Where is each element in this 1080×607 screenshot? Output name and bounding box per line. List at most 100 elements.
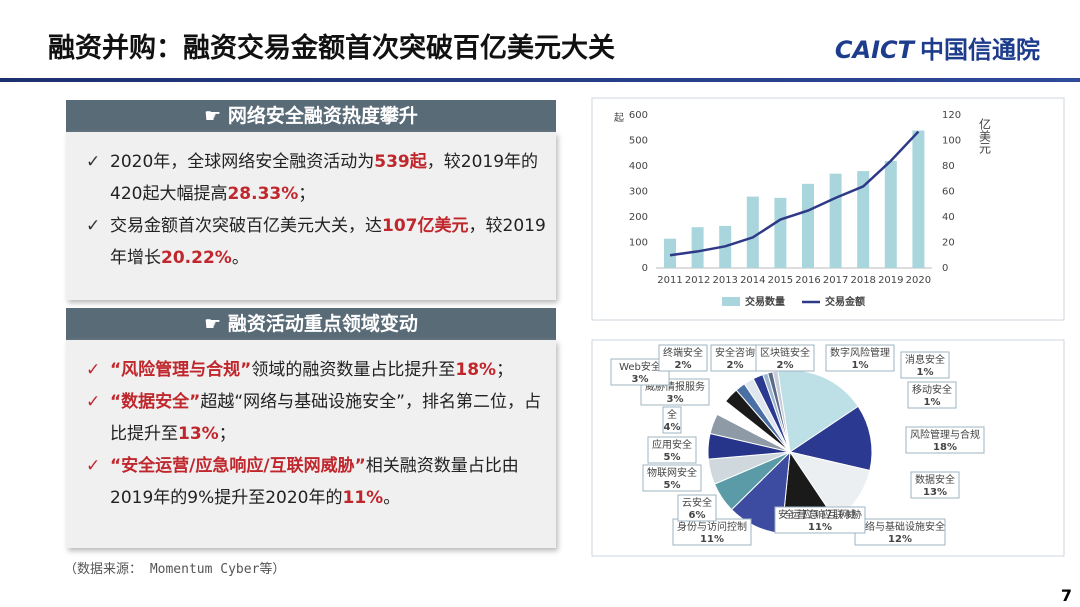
y2-tick-label: 40 [942, 212, 955, 223]
bullet: “风险管理与合规”领域的融资数量占比提升至18%； [86, 354, 546, 386]
pie-label-box [610, 358, 670, 386]
pie-label-value: 11% [700, 534, 724, 545]
y2-tick-label: 80 [942, 161, 955, 172]
y2-tick-label: 60 [942, 187, 955, 198]
pie-slice [788, 405, 873, 472]
highlight-text: 20.22% [161, 248, 232, 268]
y2-tick-label: 0 [942, 263, 948, 274]
pie-label-value: 5% [664, 452, 681, 463]
x-tick-label: 2019 [878, 275, 903, 286]
panel-heading-text: 网络安全融资热度攀升 [227, 105, 418, 127]
x-tick-label: 2020 [906, 275, 931, 286]
pie-label-name: 网络与基础设施安全 [855, 520, 945, 533]
x-tick-label: 2012 [685, 275, 710, 286]
bullet-text: ，较2019年增长 [110, 216, 546, 268]
y-tick-label: 600 [629, 110, 648, 121]
pie-label-value: 12% [888, 534, 912, 545]
pie-label-value: 3% [667, 394, 684, 405]
bar [829, 173, 842, 268]
pie-label-value: 4% [664, 422, 681, 433]
highlight-text: 18% [455, 360, 497, 380]
pie-label-box [905, 426, 985, 454]
y-tick-label: 500 [629, 136, 648, 147]
pie-label-value: 1% [924, 397, 941, 408]
bar [884, 160, 897, 268]
logo-en: CAICT [834, 36, 914, 64]
y-tick-label: 100 [629, 238, 648, 249]
logo: CAICT 中国信通院 [835, 30, 1040, 65]
y-tick-label: 0 [642, 263, 648, 274]
pie-label-name: 全 [667, 408, 677, 421]
highlight-text: 539起 [374, 152, 427, 172]
pie-label-name: 云安全 [682, 496, 712, 509]
pie-label-box [910, 471, 960, 499]
pie-label-name: 消息安全 [905, 353, 945, 366]
pie-label-box [642, 464, 702, 492]
highlight-text: “风险管理与合规” [110, 360, 252, 380]
highlight-text: 28.33% [227, 184, 299, 204]
legend-label: 交易数量 [745, 295, 785, 308]
bullet-text: 。 [231, 248, 249, 268]
pie-label-name: 数据安全 [915, 473, 955, 486]
pie-label-value: 6% [689, 510, 706, 521]
pie-label-value: 11% [808, 522, 832, 533]
y-tick-label: 300 [629, 187, 648, 198]
x-tick-label: 2018 [850, 275, 875, 286]
logo-cn: 中国信通院 [920, 36, 1040, 64]
bullet-text: 2020年，全球网络安全融资活动为 [110, 152, 375, 172]
pie-label-name: 数字风险管理 [830, 346, 890, 359]
line [669, 130, 920, 257]
pie-label-value: 3% [632, 374, 649, 385]
pie-label-name: 风险管理与合规 [910, 428, 980, 441]
pie-label-name: 安全咨询 [715, 346, 755, 359]
bullet-text: ； [218, 424, 236, 444]
y2-axis-label: 亿美元 [978, 117, 992, 155]
x-tick-label: 2011 [657, 275, 682, 286]
bullet-text: ，较2019年的420起大幅提高 [110, 152, 539, 204]
pie-label-box [900, 351, 950, 379]
y2-tick-label: 20 [942, 238, 955, 249]
pie-label-value: 13% [923, 487, 947, 498]
panel-heading-text: 融资活动重点领域变动 [227, 313, 418, 335]
pie-label-box [755, 344, 815, 372]
bar [857, 171, 870, 268]
y2-tick-label: 120 [942, 110, 961, 121]
slide-title: 融资并购：融资交易金额首次突破百亿美元大关 [48, 33, 615, 64]
bullet: 2020年，全球网络安全融资活动为539起，较2019年的420起大幅提高28.… [86, 146, 546, 210]
pie-label-box [825, 344, 895, 372]
pie-label: 全4% [662, 406, 682, 434]
highlight-text: 13% [178, 424, 219, 444]
bar [912, 130, 925, 268]
pie-label-name: 区块链安全 [760, 346, 810, 359]
highlight-text: 11% [342, 488, 384, 508]
bullet-text: 相关融资数量占比由2019年的9%提升至2020年的 [110, 456, 519, 508]
pie-label-name: 应用安全 [652, 438, 692, 451]
y-axis-label: 起 [614, 112, 624, 124]
x-tick-label: 2013 [712, 275, 737, 286]
pie-label-name: 物联网安全 [647, 466, 697, 479]
panel-body: “风险管理与合规”领域的融资数量占比提升至18%；“数据安全”超越“网络与基础设… [66, 340, 556, 548]
pie-label-value: 2% [675, 360, 692, 371]
panel-heading: ☛ 网络安全融资热度攀升 [66, 100, 556, 132]
bar [802, 183, 814, 268]
x-tick-label: 2016 [795, 275, 820, 286]
chart-frame [591, 97, 1065, 321]
pie-label-value: 5% [664, 480, 681, 491]
legend-swatch [722, 297, 740, 306]
pie-label-box [662, 406, 682, 434]
pie-label-box [710, 344, 760, 372]
bullet-text: ； [496, 360, 514, 380]
